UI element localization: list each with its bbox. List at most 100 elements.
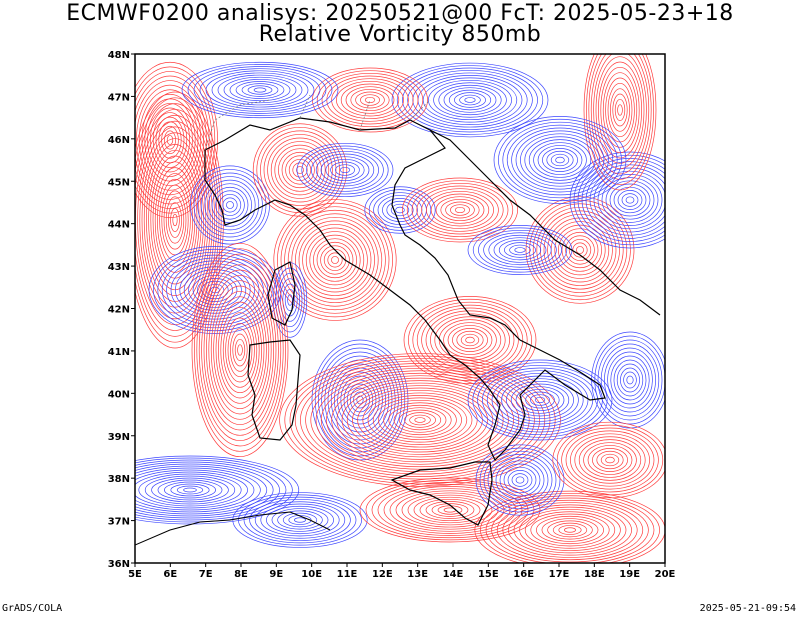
positive-contour — [389, 488, 511, 532]
positive-contour — [614, 98, 626, 122]
lat-tick-label: 41N — [108, 347, 130, 358]
negative-contour — [443, 87, 497, 113]
negative-contour — [315, 153, 375, 187]
lat-tick-label: 39N — [108, 432, 130, 443]
negative-contour — [135, 455, 300, 525]
lon-tick-label: 11E — [337, 569, 358, 580]
positive-contour — [331, 256, 339, 264]
negative-contour — [254, 501, 346, 539]
positive-contour — [252, 123, 348, 217]
positive-contour — [496, 499, 644, 561]
title-line-1: ECMWF0200 analisys: 20250521@00 FcT: 202… — [66, 1, 734, 26]
negative-contour — [164, 481, 216, 499]
positive-contour — [135, 80, 207, 200]
positive-contour — [529, 199, 631, 301]
negative-contour — [390, 203, 410, 217]
positive-contour — [543, 214, 617, 286]
negative-contour — [499, 463, 541, 497]
negative-contour — [625, 196, 635, 204]
positive-contour — [288, 158, 312, 182]
positive-contour — [583, 442, 637, 478]
negative-contour — [183, 487, 197, 493]
positive-contour — [313, 238, 357, 282]
lat-tick-label: 45N — [108, 177, 130, 188]
negative-contour — [520, 133, 600, 187]
positive-contour — [232, 333, 248, 367]
positive-contour — [294, 360, 546, 480]
negative-contour — [509, 244, 531, 256]
negative-contour — [135, 467, 261, 513]
positive-contour — [541, 518, 599, 542]
positive-contour — [530, 513, 610, 547]
positive-contour — [607, 82, 633, 138]
positive-contour — [256, 126, 344, 214]
positive-contour — [583, 54, 657, 191]
lat-tick-label: 44N — [108, 220, 130, 231]
positive-contour — [565, 235, 595, 265]
negative-contour — [555, 156, 565, 164]
negative-contour — [135, 465, 268, 515]
positive-contour — [460, 333, 480, 347]
lon-tick-label: 17E — [549, 569, 570, 580]
negative-contour — [201, 280, 229, 300]
positive-contour — [357, 390, 483, 450]
negative-contour — [422, 77, 518, 123]
negative-contour — [525, 391, 555, 409]
negative-contour — [241, 83, 279, 97]
positive-contour — [295, 220, 375, 300]
negative-contour — [475, 444, 565, 516]
positive-contour — [220, 306, 260, 394]
positive-contour — [323, 248, 347, 272]
negative-contour — [192, 275, 238, 305]
negative-contour — [181, 61, 339, 119]
negative-contour — [478, 229, 562, 271]
positive-contour — [305, 231, 365, 289]
positive-contour — [434, 316, 506, 364]
negative-contour — [616, 363, 644, 397]
positive-contour — [377, 484, 523, 536]
positive-contour — [430, 313, 510, 367]
lon-tick-label: 5E — [128, 569, 142, 580]
positive-contour — [135, 109, 218, 331]
negative-contour — [294, 517, 306, 523]
positive-contour — [421, 188, 499, 232]
positive-contour — [273, 199, 397, 321]
positive-contour — [430, 193, 490, 227]
positive-contour — [393, 407, 447, 433]
positive-contour — [456, 330, 484, 350]
negative-contour — [396, 65, 544, 135]
positive-contour — [315, 370, 525, 470]
negative-contour — [597, 174, 663, 226]
positive-contour — [445, 201, 475, 219]
negative-contour — [215, 190, 245, 220]
negative-contour — [617, 190, 643, 210]
negative-contour — [260, 503, 340, 537]
positive-contour — [416, 185, 504, 235]
positive-contour — [610, 88, 630, 132]
negative-contour — [550, 153, 570, 167]
negative-contour — [533, 142, 587, 178]
positive-contour — [296, 166, 304, 174]
positive-contour — [147, 103, 193, 177]
positive-contour — [340, 83, 400, 117]
negative-contour — [353, 391, 367, 409]
positive-contour — [194, 248, 286, 452]
negative-contour — [412, 72, 528, 128]
negative-contour — [472, 362, 608, 438]
negative-contour — [528, 139, 592, 181]
lon-tick-label: 16E — [513, 569, 534, 580]
title-line-2: Relative Vorticity 850mb — [258, 22, 542, 47]
negative-contour — [506, 124, 614, 196]
lon-tick-label: 8E — [234, 569, 248, 580]
positive-contour — [403, 296, 537, 384]
positive-contour — [587, 445, 633, 475]
positive-contour — [491, 497, 649, 563]
negative-contour — [325, 158, 365, 182]
negative-contour — [288, 515, 312, 525]
positive-contour — [561, 231, 599, 269]
positive-contour — [570, 433, 650, 487]
positive-contour — [355, 91, 385, 109]
negative-contour — [498, 239, 542, 261]
negative-contour — [275, 267, 305, 333]
